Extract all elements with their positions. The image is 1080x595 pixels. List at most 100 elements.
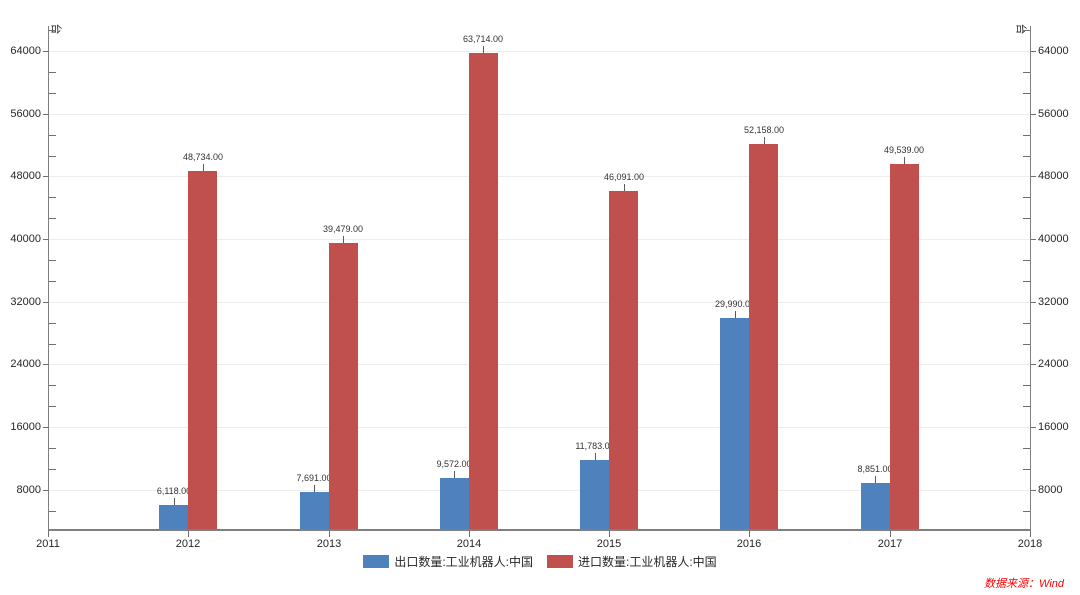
- y-axis-right: [1030, 26, 1031, 531]
- x-tick: [609, 531, 610, 537]
- y-minor-tick-right: [1023, 281, 1030, 282]
- legend-swatch-export: [363, 554, 390, 568]
- bar-value-label: 11,783.00: [575, 441, 615, 451]
- y-minor-tick-right: [1023, 156, 1030, 157]
- x-axis-label: 2011: [36, 538, 60, 550]
- bar-export-2014: [440, 478, 469, 529]
- bar-export-2015: [580, 460, 609, 529]
- y-minor-tick-right: [1023, 406, 1030, 407]
- bar-value-label: 49,539.00: [883, 145, 925, 155]
- bar-value-label: 39,479.00: [322, 224, 364, 234]
- y-axis-label-right: 8000: [1038, 484, 1063, 496]
- bar-value-label: 6,118.00: [156, 486, 192, 496]
- bar-label-leader: [174, 498, 175, 505]
- y-minor-tick-right: [1023, 511, 1030, 512]
- y-axis-label-left: 40000: [10, 233, 41, 245]
- y-major-tick-right: [1031, 176, 1036, 177]
- bar-import-2016: [749, 144, 778, 529]
- x-tick: [1030, 531, 1031, 537]
- y-minor-tick-right: [1023, 323, 1030, 324]
- x-tick: [48, 531, 49, 537]
- y-minor-tick-left: [49, 511, 56, 512]
- bar-label-leader: [203, 164, 204, 171]
- y-axis-label-right: 24000: [1038, 358, 1069, 370]
- y-axis-label-left: 48000: [10, 170, 41, 182]
- bar-value-label: 48,734.00: [182, 152, 224, 162]
- y-axis-label-left: 8000: [16, 484, 41, 496]
- legend-label-export: 出口数量:工业机器人:中国: [394, 554, 533, 569]
- bar-value-label: 29,990.00: [714, 299, 756, 309]
- y-major-tick-right: [1031, 490, 1036, 491]
- y-axis-label-left: 32000: [10, 296, 41, 308]
- bar-value-label: 52,158.00: [743, 125, 785, 135]
- gridline: [48, 364, 1030, 365]
- y-axis-label-right: 40000: [1038, 233, 1069, 245]
- y-major-tick-right: [1031, 114, 1036, 115]
- gridline: [48, 302, 1030, 303]
- x-tick: [188, 531, 189, 537]
- y-minor-tick-right: [1023, 385, 1030, 386]
- x-axis-label: 2015: [596, 538, 622, 550]
- bar-label-leader: [343, 236, 344, 243]
- y-minor-tick-right: [1023, 197, 1030, 198]
- y-major-tick-left: [43, 427, 48, 428]
- y-minor-tick-right: [1023, 72, 1030, 73]
- gridline: [48, 490, 1030, 491]
- legend-swatch-import: [547, 554, 573, 568]
- bar-label-leader: [483, 46, 484, 53]
- y-minor-tick-right: [1023, 30, 1030, 31]
- y-major-tick-left: [43, 176, 48, 177]
- y-minor-tick-left: [49, 406, 56, 407]
- legend-label-import: 进口数量:工业机器人:中国: [578, 554, 717, 569]
- y-axis-label-left: 24000: [10, 358, 41, 370]
- x-tick: [749, 531, 750, 537]
- y-minor-tick-left: [49, 469, 56, 470]
- bar-import-2015: [609, 191, 638, 529]
- bar-export-2013: [300, 492, 329, 529]
- y-minor-tick-right: [1023, 135, 1030, 136]
- y-minor-tick-left: [49, 281, 56, 282]
- bar-export-2016: [720, 318, 749, 529]
- y-minor-tick-left: [49, 93, 56, 94]
- bar-label-leader: [875, 476, 876, 483]
- y-major-tick-left: [43, 364, 48, 365]
- bar-import-2014: [469, 53, 498, 529]
- y-major-tick-left: [43, 114, 48, 115]
- y-axis-left: [48, 26, 49, 531]
- y-axis-label-left: 64000: [10, 45, 41, 57]
- y-minor-tick-left: [49, 218, 56, 219]
- y-minor-tick-left: [49, 344, 56, 345]
- y-major-tick-right: [1031, 364, 1036, 365]
- bar-label-leader: [595, 453, 596, 460]
- gridline: [48, 51, 1030, 52]
- legend: 出口数量:工业机器人:中国 进口数量:工业机器人:中国: [0, 552, 1080, 570]
- x-axis-label: 2012: [175, 538, 201, 550]
- x-axis-label: 2017: [877, 538, 903, 550]
- x-tick: [329, 531, 330, 537]
- bar-value-label: 8,851.00: [857, 464, 893, 474]
- bar-import-2017: [890, 164, 919, 529]
- gridline: [48, 176, 1030, 177]
- y-minor-tick-right: [1023, 93, 1030, 94]
- y-minor-tick-right: [1023, 469, 1030, 470]
- x-axis-label: 2014: [456, 538, 482, 550]
- y-major-tick-right: [1031, 239, 1036, 240]
- y-minor-tick-right: [1023, 260, 1030, 261]
- gridline: [48, 427, 1030, 428]
- y-major-tick-left: [43, 302, 48, 303]
- y-minor-tick-left: [49, 260, 56, 261]
- y-minor-tick-right: [1023, 218, 1030, 219]
- bar-export-2017: [861, 483, 890, 529]
- bar-import-2013: [329, 243, 358, 529]
- bar-label-leader: [904, 157, 905, 164]
- bar-label-leader: [314, 485, 315, 492]
- y-minor-tick-left: [49, 323, 56, 324]
- x-tick: [890, 531, 891, 537]
- y-axis-label-right: 56000: [1038, 108, 1069, 120]
- y-minor-tick-right: [1023, 344, 1030, 345]
- y-major-tick-right: [1031, 427, 1036, 428]
- y-major-tick-right: [1031, 51, 1036, 52]
- y-minor-tick-left: [49, 385, 56, 386]
- y-axis-label-right: 48000: [1038, 170, 1069, 182]
